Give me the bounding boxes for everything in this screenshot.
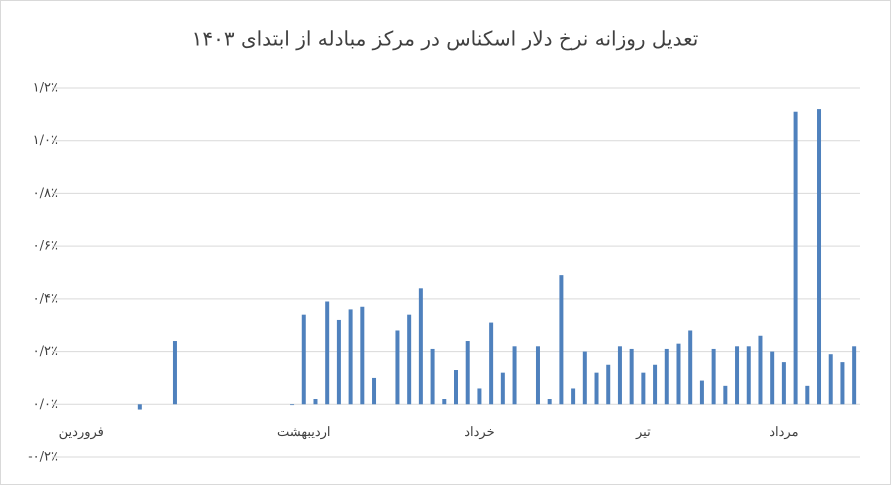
bar — [500, 372, 505, 405]
x-tick-label: خرداد — [464, 425, 494, 440]
bar — [746, 346, 751, 405]
chart-title: تعدیل روزانه نرخ دلار اسکناس در مرکز مبا… — [192, 27, 699, 51]
y-tick-label: ۰/۲٪ — [33, 344, 58, 359]
bar — [442, 399, 447, 405]
bar — [852, 346, 857, 405]
bar — [828, 354, 833, 405]
bar — [137, 404, 142, 410]
bar — [676, 343, 681, 405]
bar — [348, 309, 353, 405]
y-tick-label: ۰/۶٪ — [33, 239, 58, 254]
bar — [781, 362, 786, 405]
x-tick-label: فروردین — [59, 425, 104, 440]
bar — [805, 385, 810, 405]
bar — [817, 109, 822, 405]
bar — [699, 380, 704, 405]
y-tick-label: -۰/۲٪ — [28, 450, 58, 465]
bar — [325, 301, 330, 405]
bar — [571, 388, 576, 405]
bar — [664, 348, 669, 405]
bar — [723, 385, 728, 405]
bar — [547, 399, 552, 405]
bar — [688, 330, 693, 405]
bar — [770, 351, 775, 405]
bar — [735, 346, 740, 405]
bar — [793, 111, 798, 405]
bar — [617, 346, 622, 405]
x-tick-label: تیر — [635, 425, 651, 440]
bar — [301, 314, 306, 405]
bar — [372, 377, 377, 405]
y-tick-label: ۱/۲٪ — [33, 81, 58, 96]
bar — [313, 399, 318, 405]
y-tick-label: ۰/۴٪ — [33, 291, 58, 306]
bar — [629, 348, 634, 405]
bar — [172, 341, 177, 405]
bar — [489, 322, 494, 405]
bar — [641, 372, 646, 405]
y-tick-label: ۰/۸٪ — [33, 186, 58, 201]
bar — [418, 288, 423, 405]
bar — [395, 330, 400, 405]
bar — [477, 388, 482, 405]
bar — [336, 319, 341, 405]
bar — [535, 346, 540, 405]
bar — [606, 364, 611, 405]
bar — [840, 362, 845, 405]
bar — [454, 370, 458, 405]
bar — [512, 346, 517, 405]
bar — [465, 341, 470, 405]
bar — [290, 404, 295, 406]
bar — [711, 348, 716, 405]
x-tick-label: اردیبهشت — [277, 425, 331, 440]
x-tick-label: مرداد — [769, 425, 798, 440]
bar — [758, 335, 763, 405]
bar — [653, 364, 658, 405]
bar — [430, 348, 435, 405]
y-tick-label: ۰/۰٪ — [33, 397, 58, 412]
bar — [360, 306, 365, 405]
bar — [582, 351, 587, 405]
bar — [407, 314, 412, 405]
bar — [594, 372, 599, 405]
y-tick-label: ۱/۰٪ — [33, 133, 58, 148]
bar — [559, 275, 564, 405]
